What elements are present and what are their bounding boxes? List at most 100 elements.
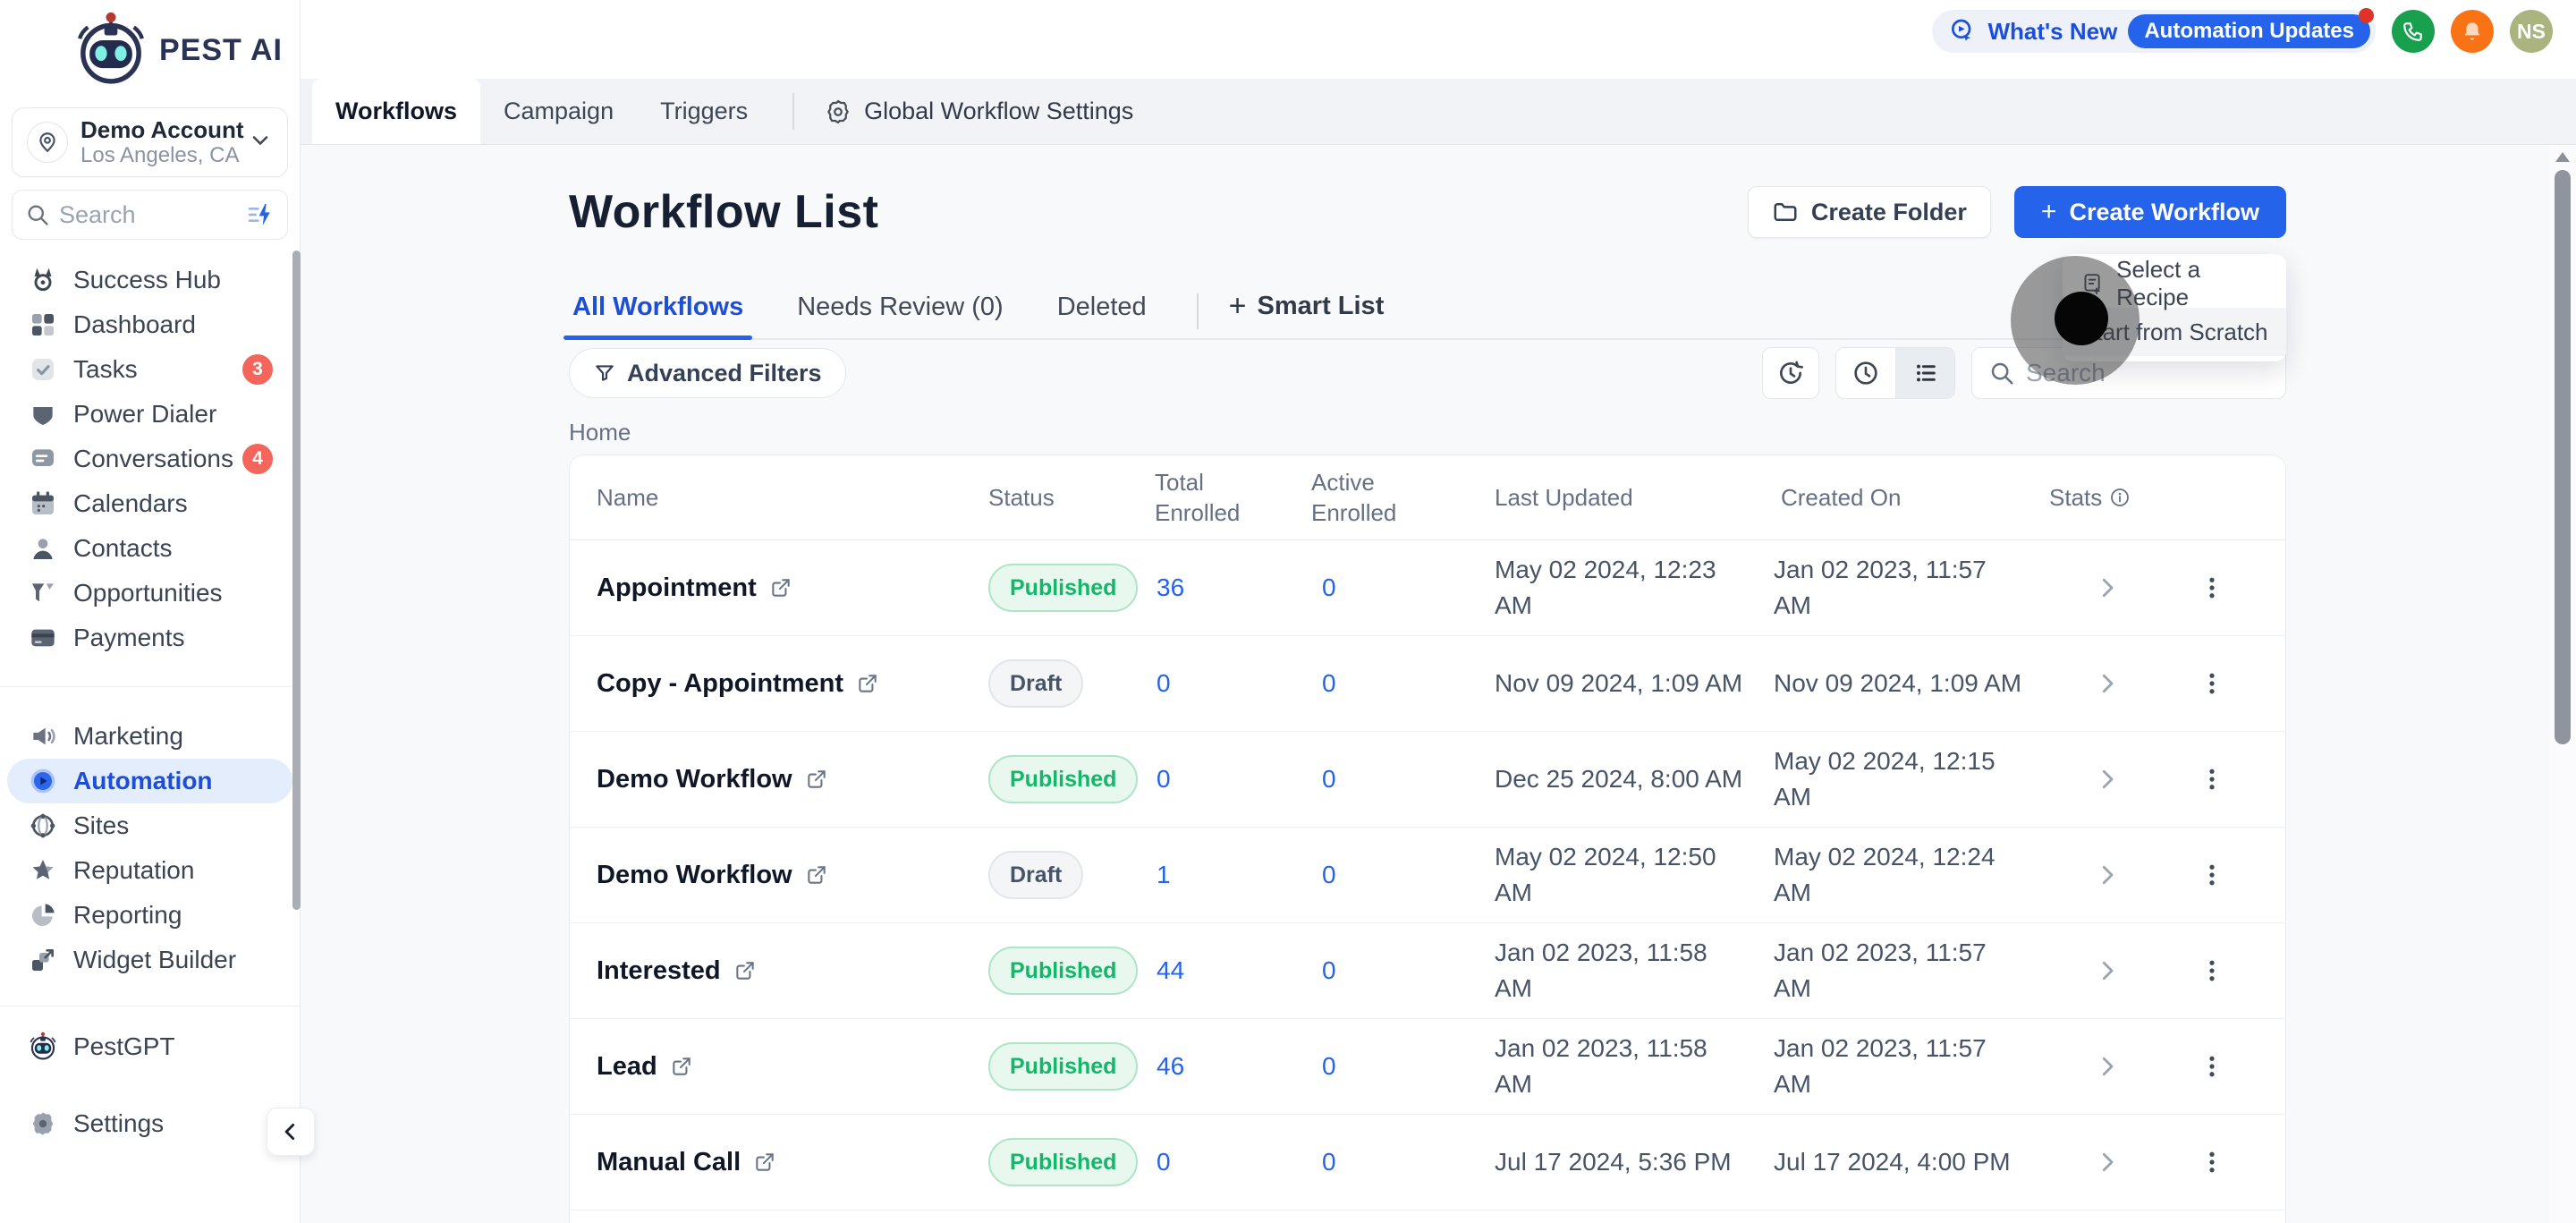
sidebar-item-widget-builder[interactable]: Widget Builder (0, 938, 300, 982)
active-enrolled-link[interactable]: 0 (1311, 573, 1336, 601)
external-link-icon[interactable] (805, 768, 828, 791)
sidebar-item-sites[interactable]: Sites (0, 803, 300, 848)
col-header-active-enrolled: Active Enrolled (1311, 467, 1410, 528)
sidebar-item-pestgpt[interactable]: PestGPT (0, 1024, 300, 1069)
row-menu-kebab[interactable] (2192, 760, 2232, 799)
total-enrolled-link[interactable]: 46 (1146, 1052, 1184, 1080)
total-enrolled-link[interactable]: 44 (1146, 956, 1184, 984)
workflow-name-link[interactable]: Copy - Appointment (597, 669, 843, 699)
row-menu-kebab[interactable] (2192, 568, 2232, 607)
active-enrolled-link[interactable]: 0 (1311, 861, 1336, 888)
total-enrolled-link[interactable]: 0 (1146, 1148, 1171, 1176)
row-menu-kebab[interactable] (2192, 855, 2232, 895)
menu-item-select-recipe[interactable]: Select a Recipe (2063, 259, 2286, 308)
workflow-name-link[interactable]: Demo Workflow (597, 765, 792, 794)
last-updated-value: May 02 2024, 12:50 AM (1495, 839, 1745, 911)
active-enrolled-link[interactable]: 0 (1311, 669, 1336, 697)
col-header-status: Status (988, 482, 1146, 513)
sidebar-item-settings[interactable]: Settings (0, 1101, 300, 1146)
row-stats-chevron[interactable] (2088, 568, 2127, 607)
row-stats-chevron[interactable] (2088, 855, 2127, 895)
row-stats-chevron[interactable] (2088, 951, 2127, 990)
create-folder-button[interactable]: Create Folder (1748, 186, 1991, 238)
total-enrolled-link[interactable]: 0 (1146, 669, 1171, 697)
sidebar-item-dashboard[interactable]: Dashboard (0, 302, 300, 347)
total-enrolled-link[interactable]: 0 (1146, 765, 1171, 793)
workflow-name-link[interactable]: Interested (597, 956, 721, 986)
smart-list-button[interactable]: + Smart List (1229, 289, 1385, 338)
list-tabs: All Workflows Needs Review (0) Deleted +… (569, 288, 2286, 340)
view-toggle-list[interactable] (1895, 348, 1954, 398)
row-stats-chevron[interactable] (2088, 760, 2127, 799)
automation-updates-badge[interactable]: Automation Updates (2128, 14, 2370, 48)
sidebar-scrollbar-thumb[interactable] (292, 251, 301, 910)
active-enrolled-link[interactable]: 0 (1311, 956, 1336, 984)
advanced-filters-button[interactable]: Advanced Filters (569, 348, 846, 398)
workflow-name-link[interactable]: Lead (597, 1052, 657, 1082)
external-link-icon[interactable] (733, 959, 757, 982)
row-menu-kebab[interactable] (2192, 951, 2232, 990)
external-link-icon[interactable] (769, 576, 792, 599)
account-selector[interactable]: Demo Account Los Angeles, CA (12, 107, 288, 177)
brand-logo: PEST AI (72, 11, 283, 89)
sidebar-search[interactable] (12, 190, 288, 240)
row-stats-chevron[interactable] (2088, 1047, 2127, 1086)
scroll-up-arrow-icon[interactable] (2555, 152, 2570, 162)
sidebar-item-calendars[interactable]: Calendars (0, 481, 300, 526)
scrollbar-thumb[interactable] (2555, 170, 2571, 744)
sidebar-item-contacts[interactable]: Contacts (0, 526, 300, 571)
tab-workflows[interactable]: Workflows (312, 79, 480, 144)
menu-item-start-from-scratch[interactable]: Start from Scratch (2063, 308, 2286, 356)
row-stats-chevron[interactable] (2088, 1142, 2127, 1182)
tab-triggers[interactable]: Triggers (637, 79, 771, 144)
external-link-icon[interactable] (670, 1055, 693, 1078)
view-toggle-history[interactable] (1836, 348, 1895, 398)
sidebar-item-label: Calendars (73, 489, 188, 518)
sidebar-item-label: Tasks (73, 355, 138, 384)
workflow-name-link[interactable]: Demo Workflow (597, 861, 792, 890)
whats-new-button[interactable]: What's New Automation Updates (1932, 10, 2376, 53)
tab-campaign[interactable]: Campaign (480, 79, 637, 144)
total-enrolled-link[interactable]: 1 (1146, 861, 1171, 888)
gear-icon (825, 98, 852, 125)
sidebar-item-conversations[interactable]: Conversations 4 (0, 437, 300, 481)
external-link-icon[interactable] (805, 863, 828, 887)
row-menu-kebab[interactable] (2192, 1047, 2232, 1086)
sidebar-item-marketing[interactable]: Marketing (0, 714, 300, 759)
global-workflow-settings-button[interactable]: Global Workflow Settings (816, 79, 1142, 144)
tab-all-workflows[interactable]: All Workflows (569, 293, 747, 338)
sidebar-item-power-dialer[interactable]: Power Dialer (0, 392, 300, 437)
sidebar-item-reputation[interactable]: Reputation (0, 848, 300, 893)
sidebar-item-reporting[interactable]: Reporting (0, 893, 300, 938)
sidebar-item-label: Sites (73, 811, 129, 840)
sidebar-collapse-button[interactable] (267, 1108, 315, 1156)
active-enrolled-link[interactable]: 0 (1311, 1148, 1336, 1176)
workflow-name-link[interactable]: Appointment (597, 573, 757, 603)
total-enrolled-link[interactable]: 36 (1146, 573, 1184, 601)
active-enrolled-link[interactable]: 0 (1311, 1052, 1336, 1080)
sidebar-item-payments[interactable]: Payments (0, 616, 300, 660)
enrollment-history-button[interactable] (1762, 347, 1819, 399)
tab-needs-review[interactable]: Needs Review (0) (793, 293, 1006, 338)
menu-item-label: Start from Scratch (2080, 318, 2268, 346)
sidebar-search-input[interactable] (59, 201, 246, 229)
breadcrumb[interactable]: Home (569, 419, 2286, 446)
row-menu-kebab[interactable] (2192, 664, 2232, 703)
tab-deleted[interactable]: Deleted (1054, 293, 1150, 338)
main-scrollbar[interactable] (2549, 145, 2576, 1223)
create-workflow-button[interactable]: + Create Workflow (2014, 186, 2286, 238)
notifications-button[interactable] (2451, 10, 2494, 53)
user-avatar[interactable]: NS (2510, 10, 2553, 53)
sidebar-item-automation[interactable]: Automation (7, 759, 292, 803)
sidebar-item-success-hub[interactable]: Success Hub (0, 258, 300, 302)
active-enrolled-link[interactable]: 0 (1311, 765, 1336, 793)
sidebar-item-tasks[interactable]: Tasks 3 (0, 347, 300, 392)
row-menu-kebab[interactable] (2192, 1142, 2232, 1182)
external-link-icon[interactable] (753, 1151, 776, 1174)
sidebar-item-opportunities[interactable]: Opportunities (0, 571, 300, 616)
phone-button[interactable] (2392, 10, 2435, 53)
external-link-icon[interactable] (856, 672, 879, 695)
workflow-name-link[interactable]: Manual Call (597, 1148, 741, 1177)
row-stats-chevron[interactable] (2088, 664, 2127, 703)
workflow-search-input[interactable] (2026, 359, 2269, 387)
